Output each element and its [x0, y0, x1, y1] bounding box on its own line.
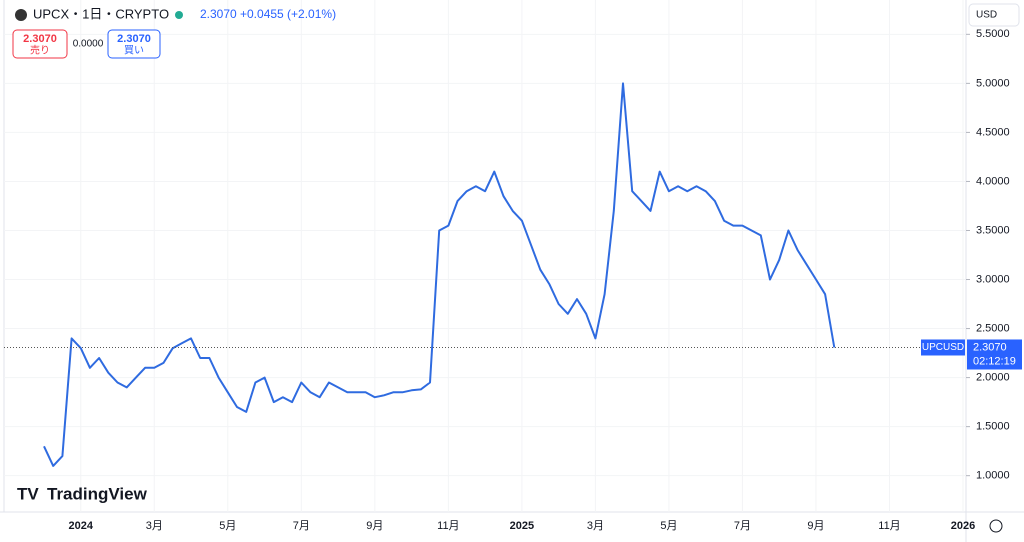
- x-tick-label: 9月: [366, 520, 383, 532]
- x-tick-label: 2025: [510, 520, 534, 532]
- y-tick-label: 1.5000: [976, 421, 1010, 433]
- header-price: 2.3070: [200, 7, 237, 21]
- sell-label: 売り: [30, 44, 50, 57]
- sell-price: 2.3070: [23, 33, 57, 45]
- x-tick-label: 2024: [69, 520, 94, 532]
- status-dot: [175, 11, 183, 19]
- x-tick-label: 5月: [660, 520, 677, 532]
- y-tick-label: 5.5000: [976, 28, 1010, 40]
- buy-label: 買い: [124, 45, 144, 57]
- buy-button[interactable]: [107, 29, 161, 59]
- x-tick-label: 7月: [293, 520, 310, 532]
- y-tick-label: 1.0000: [976, 470, 1010, 482]
- y-tick-label: 2.0000: [976, 372, 1010, 384]
- x-tick-label: 3月: [587, 520, 604, 532]
- symbol-tag: [921, 339, 965, 356]
- y-tick-label: 3.5000: [976, 224, 1010, 236]
- symbol-icon: [15, 9, 27, 21]
- x-tick-label: 3月: [146, 520, 163, 532]
- x-tick-label: 7月: [734, 520, 751, 532]
- y-tick-label: 5.0000: [976, 77, 1010, 89]
- x-tick-label: 5月: [219, 520, 236, 532]
- y-tick-label: 2.5000: [976, 322, 1010, 334]
- x-tick-label: 9月: [807, 520, 824, 532]
- x-tick-label: 2026: [951, 520, 975, 532]
- sell-button[interactable]: [12, 29, 68, 59]
- settings-icon[interactable]: [989, 519, 1003, 533]
- currency: USD: [976, 10, 997, 21]
- y-tick-label: 3.0000: [976, 273, 1010, 285]
- price-tag-label: 2.3070: [973, 341, 1007, 353]
- currency-button[interactable]: [968, 3, 1020, 27]
- plot: [4, 0, 966, 512]
- spread: 0.0000: [73, 39, 104, 50]
- symbol: UPCX・1日・CRYPTO: [33, 6, 169, 21]
- y-tick-label: 4.0000: [976, 175, 1010, 187]
- buy-price: 2.3070: [117, 33, 151, 45]
- x-tick-label: 11月: [878, 520, 900, 532]
- x-tick-label: 11月: [437, 520, 459, 532]
- price-tag: [967, 339, 1022, 370]
- y-tick-label: 4.5000: [976, 126, 1010, 138]
- logo-mark: TV: [17, 484, 39, 503]
- header-change: +0.0455 (+2.01%): [240, 7, 336, 21]
- logo: TradingView: [47, 484, 148, 503]
- symbol-tag-label: UPCUSD: [922, 342, 964, 353]
- price-line: [43, 82, 836, 467]
- countdown: 02:12:19: [973, 355, 1016, 367]
